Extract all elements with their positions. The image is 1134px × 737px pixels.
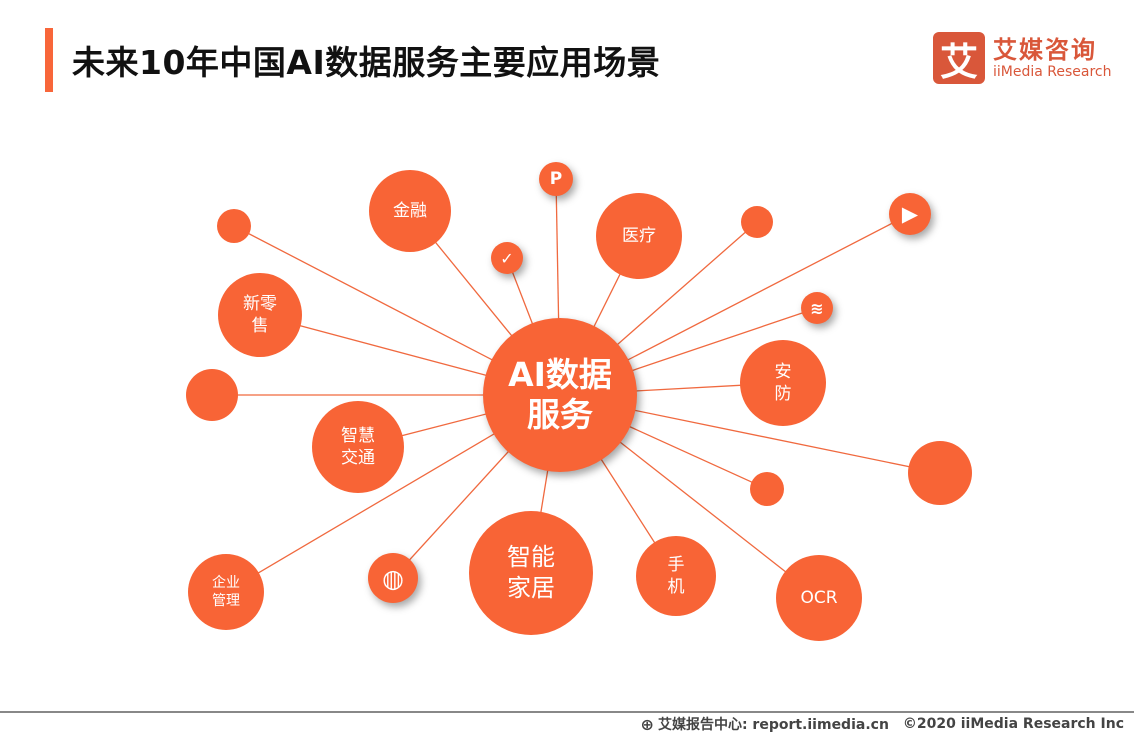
node-medical: 医疗 (596, 193, 682, 279)
node-label: OCR (800, 587, 838, 608)
page-title: 未来10年中国AI数据服务主要应用场景 (72, 43, 661, 82)
node-phone: 手 机 (636, 536, 716, 616)
node-dribbble: ◍ (368, 553, 418, 603)
node-security: 安 防 (740, 340, 826, 426)
node-dot-left (186, 369, 238, 421)
node-label: 医疗 (622, 225, 656, 246)
node-spotify: ≋ (801, 292, 833, 324)
node-ocr: OCR (776, 555, 862, 641)
footer-copyright: ©2020 iiMedia Research Inc (902, 716, 1124, 732)
footer: ⊕ 艾媒报告中心: report.iimedia.cn ©2020 iiMedi… (641, 714, 1124, 734)
node-dot-top-left (217, 209, 251, 243)
node-label: 手 机 (667, 554, 685, 597)
node-retail: 新零 售 (218, 273, 302, 357)
node-label: 新零 售 (243, 293, 277, 336)
dribbble-icon: ◍ (382, 563, 404, 593)
node-youtube: ▶ (889, 193, 931, 235)
node-traffic: 智慧 交通 (312, 401, 404, 493)
center-node: AI数据 服务 (483, 318, 637, 472)
node-check: ✓ (491, 242, 523, 274)
node-finance: 金融 (369, 170, 451, 252)
node-paypal: P (539, 162, 573, 196)
node-label: 金融 (393, 200, 427, 221)
title-accent-bar (45, 28, 53, 92)
logo-mark: 艾 (933, 32, 985, 84)
spotify-icon: ≋ (810, 298, 824, 318)
node-label: 智能 家居 (507, 542, 555, 602)
node-dot-top-right (741, 206, 773, 238)
center-label: AI数据 服务 (508, 355, 612, 434)
globe-icon: ⊕ (640, 714, 654, 734)
node-label: 安 防 (774, 361, 792, 404)
footer-divider (0, 711, 1134, 713)
youtube-icon: ▶ (901, 202, 919, 226)
node-enterprise: 企业 管理 (188, 554, 264, 630)
logo-name-en: iiMedia Research (993, 64, 1112, 80)
paypal-icon: P (549, 169, 563, 189)
node-label: 智慧 交通 (341, 425, 375, 468)
iimedia-logo: 艾 艾媒咨询 iiMedia Research (933, 32, 1112, 84)
check-icon: ✓ (500, 248, 514, 268)
footer-source: 艾媒报告中心: report.iimedia.cn (657, 717, 889, 733)
node-dot-right-small (750, 472, 784, 506)
node-smart-home: 智能 家居 (469, 511, 593, 635)
node-label: 企业 管理 (212, 574, 240, 609)
node-dot-far-right (908, 441, 972, 505)
logo-name-cn: 艾媒咨询 (993, 36, 1097, 64)
